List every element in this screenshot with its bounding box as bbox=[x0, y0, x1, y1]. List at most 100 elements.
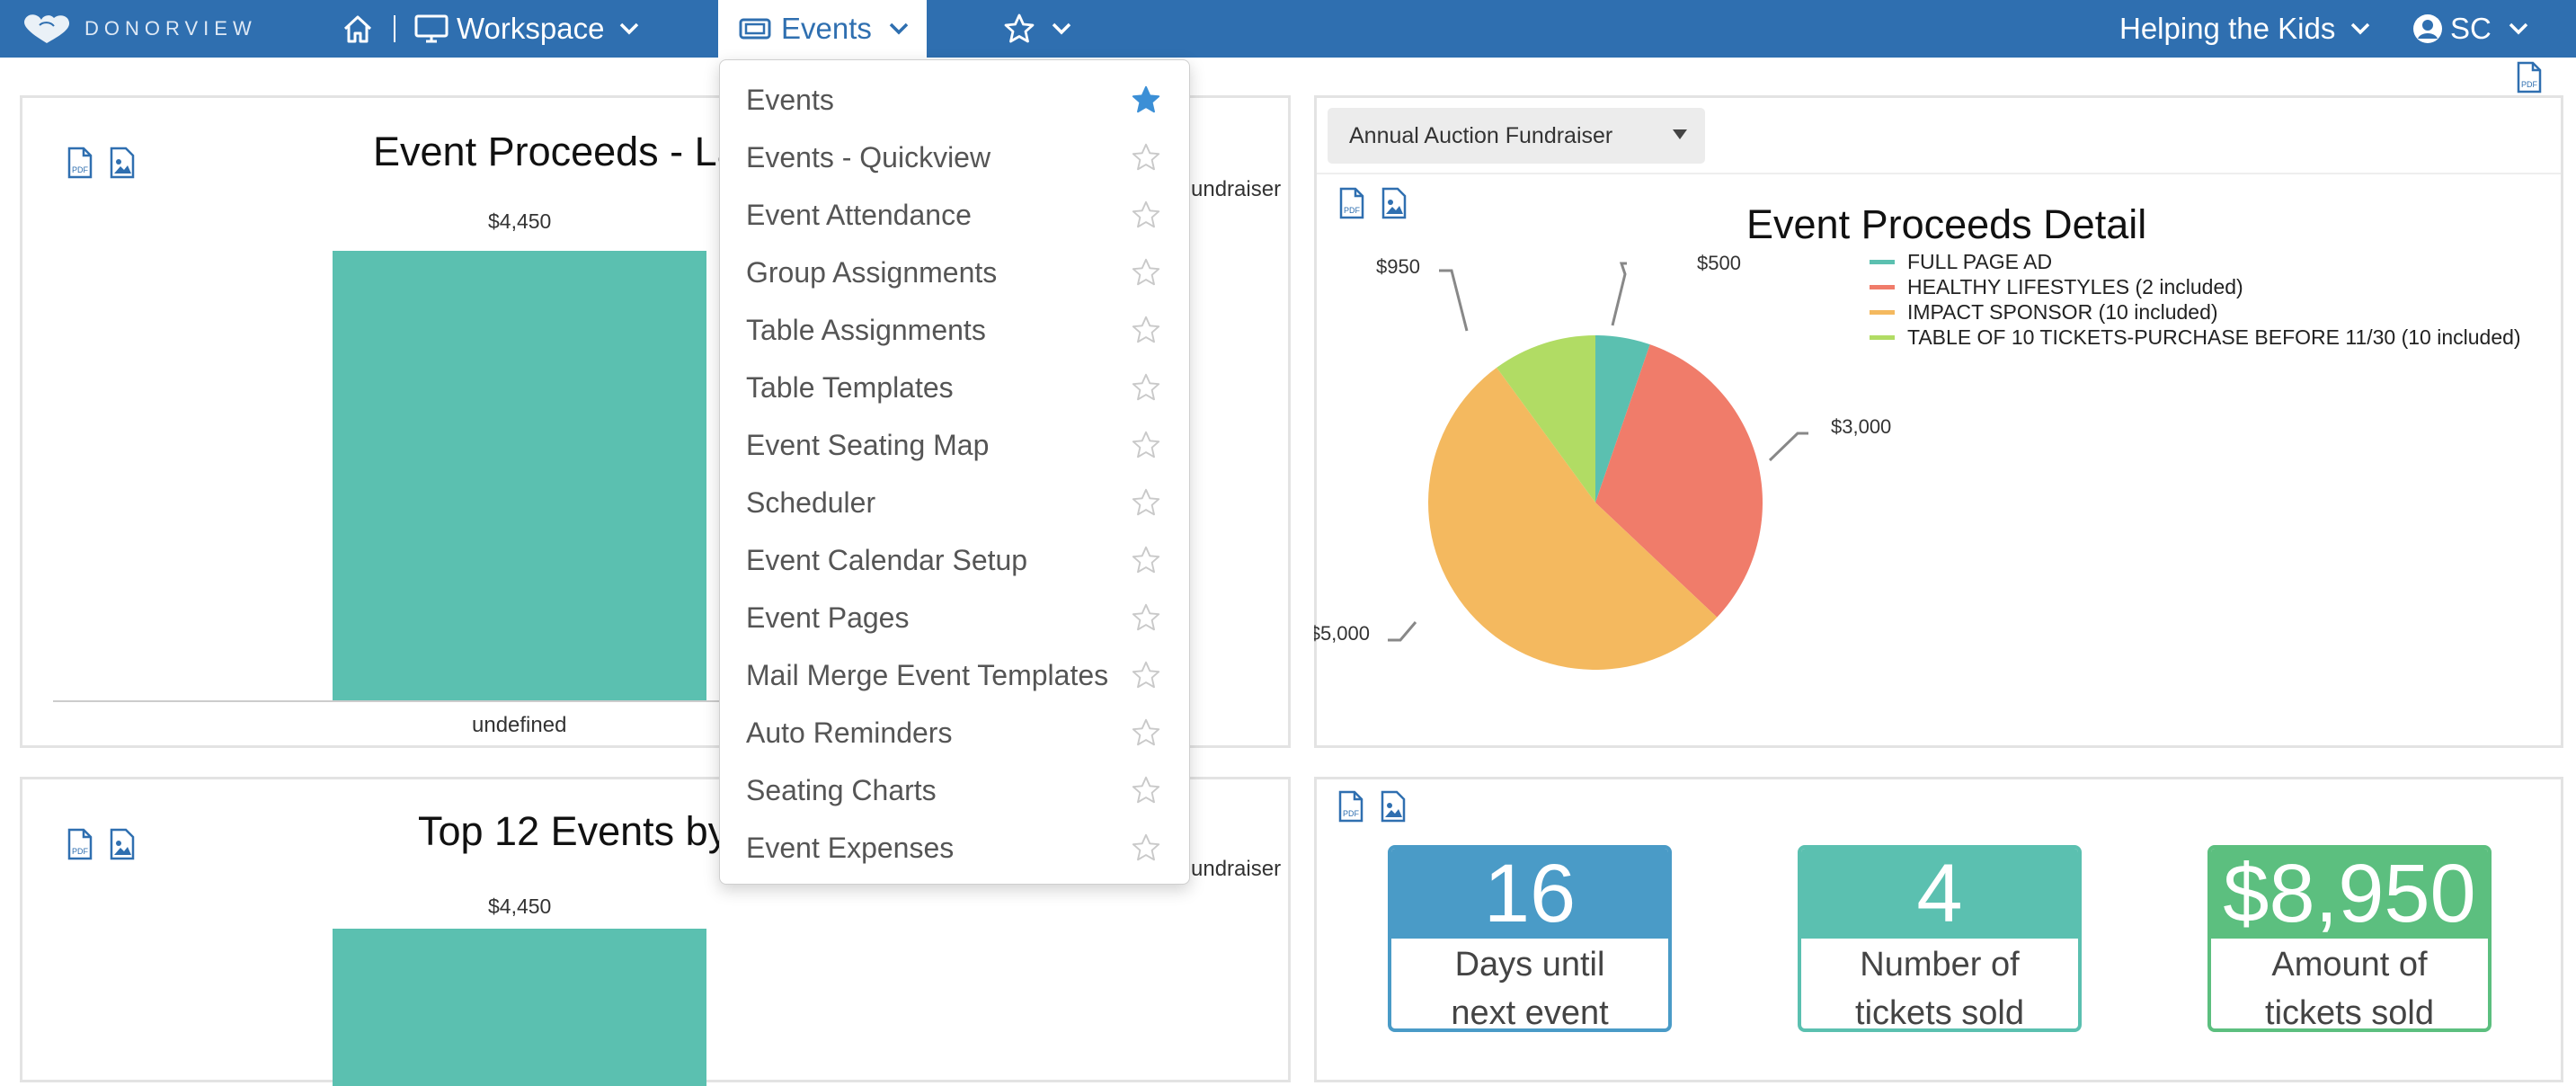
kpi-value: $8,950 bbox=[2211, 849, 2488, 939]
svg-text:PDF: PDF bbox=[72, 847, 89, 856]
chevron-down-icon bbox=[1052, 22, 1071, 35]
star-outline-icon[interactable] bbox=[1130, 659, 1162, 691]
legend-label: IMPACT SPONSOR (10 included) bbox=[1907, 299, 2218, 324]
kpi-label-line: Number of bbox=[1860, 946, 2020, 984]
logo-text: DONORVIEW bbox=[84, 17, 257, 40]
panel-export-icons: PDF bbox=[66, 147, 136, 179]
pdf-export-icon[interactable]: PDF bbox=[66, 828, 94, 860]
menu-item-label: Events - Quickview bbox=[746, 140, 991, 174]
panel-export-icons: PDF bbox=[66, 828, 136, 860]
star-outline-icon[interactable] bbox=[1130, 371, 1162, 404]
ticket-icon bbox=[739, 18, 771, 40]
legend-label: FULL PAGE AD bbox=[1907, 249, 2053, 273]
pdf-export-icon[interactable]: PDF bbox=[1337, 187, 1366, 219]
pie-label-connector bbox=[1768, 432, 1808, 462]
star-outline-icon[interactable] bbox=[1130, 429, 1162, 461]
events-menu[interactable]: Events bbox=[718, 0, 927, 58]
top-navigation-bar: DONORVIEW Workspace Events bbox=[0, 0, 2576, 58]
legend-label: HEALTHY LIFESTYLES (2 included) bbox=[1907, 274, 2243, 298]
home-icon bbox=[343, 15, 372, 43]
bar-data-label: $4,450 bbox=[488, 895, 552, 918]
menu-item-label: Mail Merge Event Templates bbox=[746, 658, 1109, 691]
workspace-label: Workspace bbox=[457, 12, 605, 45]
image-export-icon[interactable] bbox=[1380, 790, 1407, 823]
star-outline-icon[interactable] bbox=[1130, 486, 1162, 519]
kpi-label-line: tickets sold bbox=[1855, 994, 2024, 1032]
heart-logo-icon bbox=[24, 14, 70, 43]
chevron-down-icon bbox=[620, 22, 639, 35]
events-menu-item[interactable]: Events bbox=[720, 71, 1191, 129]
events-menu-item[interactable]: Scheduler bbox=[720, 474, 1191, 531]
event-select-dropdown[interactable]: Annual Auction Fundraiser bbox=[1328, 108, 1705, 164]
pie-slice bbox=[1595, 335, 1650, 503]
pdf-export-icon[interactable]: PDF bbox=[1337, 790, 1365, 823]
x-axis-line bbox=[53, 700, 754, 702]
pie-chart: $500 $3,000 $5,000 $950 bbox=[1314, 252, 1891, 671]
star-outline-icon[interactable] bbox=[1130, 256, 1162, 289]
star-outline-icon[interactable] bbox=[1130, 141, 1162, 174]
events-menu-item[interactable]: Group Assignments bbox=[720, 244, 1191, 301]
pie-data-label: $500 bbox=[1697, 252, 1741, 274]
image-export-icon[interactable] bbox=[1381, 187, 1408, 219]
svg-text:PDF: PDF bbox=[1344, 206, 1361, 215]
events-menu-item[interactable]: Seating Charts bbox=[720, 761, 1191, 819]
page-export-icons: PDF bbox=[2515, 61, 2544, 93]
legend-item[interactable]: HEALTHY LIFESTYLES (2 included) bbox=[1870, 274, 2521, 299]
kpi-label-line: Amount of bbox=[2271, 946, 2428, 984]
menu-item-label: Events bbox=[746, 83, 834, 116]
svg-text:PDF: PDF bbox=[1343, 809, 1360, 818]
events-menu-item[interactable]: Event Pages bbox=[720, 589, 1191, 646]
events-menu-item[interactable]: Mail Merge Event Templates bbox=[720, 646, 1191, 704]
workspace-menu[interactable]: Workspace bbox=[413, 0, 640, 58]
chevron-down-icon bbox=[889, 22, 909, 35]
events-menu-item[interactable]: Event Calendar Setup bbox=[720, 531, 1191, 589]
bar-data-label: $4,450 bbox=[488, 209, 552, 233]
menu-item-label: Table Templates bbox=[746, 370, 954, 404]
pdf-export-icon[interactable]: PDF bbox=[66, 147, 94, 179]
events-menu-item[interactable]: Event Attendance bbox=[720, 186, 1191, 244]
monitor-icon bbox=[414, 14, 449, 43]
user-menu[interactable]: SC bbox=[2412, 0, 2529, 58]
pdf-export-icon[interactable]: PDF bbox=[2515, 61, 2544, 93]
events-menu-item[interactable]: Event Seating Map bbox=[720, 416, 1191, 474]
pie-data-label: $5,000 bbox=[1314, 622, 1370, 645]
kpi-card-days-until: 16 Days until next event bbox=[1388, 845, 1672, 1032]
favorites-menu[interactable] bbox=[1002, 0, 1072, 58]
events-menu-item[interactable]: Table Templates bbox=[720, 359, 1191, 416]
donorview-logo[interactable]: DONORVIEW bbox=[20, 11, 257, 47]
image-export-icon[interactable] bbox=[109, 147, 136, 179]
star-outline-icon[interactable] bbox=[1130, 717, 1162, 749]
home-button[interactable] bbox=[342, 0, 374, 58]
menu-item-label: Table Assignments bbox=[746, 313, 986, 346]
panel-export-icons: PDF bbox=[1337, 187, 1408, 219]
legend-item[interactable]: TABLE OF 10 TICKETS-PURCHASE BEFORE 11/3… bbox=[1870, 325, 2521, 350]
pie-slice bbox=[1595, 344, 1763, 618]
pie-slice bbox=[1427, 367, 1718, 671]
events-menu-item[interactable]: Auto Reminders bbox=[720, 704, 1191, 761]
organization-menu[interactable]: Helping the Kids bbox=[2119, 0, 2371, 58]
star-outline-icon[interactable] bbox=[1130, 199, 1162, 231]
caret-down-icon bbox=[1673, 129, 1687, 139]
divider bbox=[1317, 173, 2561, 174]
kpi-value: 4 bbox=[1801, 849, 2078, 939]
star-outline-icon[interactable] bbox=[1130, 314, 1162, 346]
events-menu-item[interactable]: Event Expenses bbox=[720, 819, 1191, 877]
chevron-down-icon bbox=[2351, 22, 2370, 35]
image-export-icon[interactable] bbox=[109, 828, 136, 860]
x-axis-tick-label: undefined bbox=[472, 713, 567, 737]
star-filled-icon[interactable] bbox=[1130, 84, 1162, 116]
star-outline-icon[interactable] bbox=[1130, 601, 1162, 634]
legend-item[interactable]: FULL PAGE AD bbox=[1870, 249, 2521, 274]
star-outline-icon[interactable] bbox=[1130, 774, 1162, 806]
menu-item-label: Scheduler bbox=[746, 485, 876, 519]
nav-separator bbox=[394, 15, 395, 42]
events-menu-item[interactable]: Events - Quickview bbox=[720, 129, 1191, 186]
kpi-card-tickets-count: 4 Number of tickets sold bbox=[1798, 845, 2082, 1032]
star-outline-icon[interactable] bbox=[1130, 832, 1162, 864]
star-outline-icon[interactable] bbox=[1130, 544, 1162, 576]
legend-item[interactable]: IMPACT SPONSOR (10 included) bbox=[1870, 299, 2521, 325]
events-menu-item[interactable]: Table Assignments bbox=[720, 301, 1191, 359]
chart-bar bbox=[333, 251, 706, 700]
user-initials: SC bbox=[2450, 12, 2492, 45]
pie-data-label: $3,000 bbox=[1831, 415, 1891, 438]
